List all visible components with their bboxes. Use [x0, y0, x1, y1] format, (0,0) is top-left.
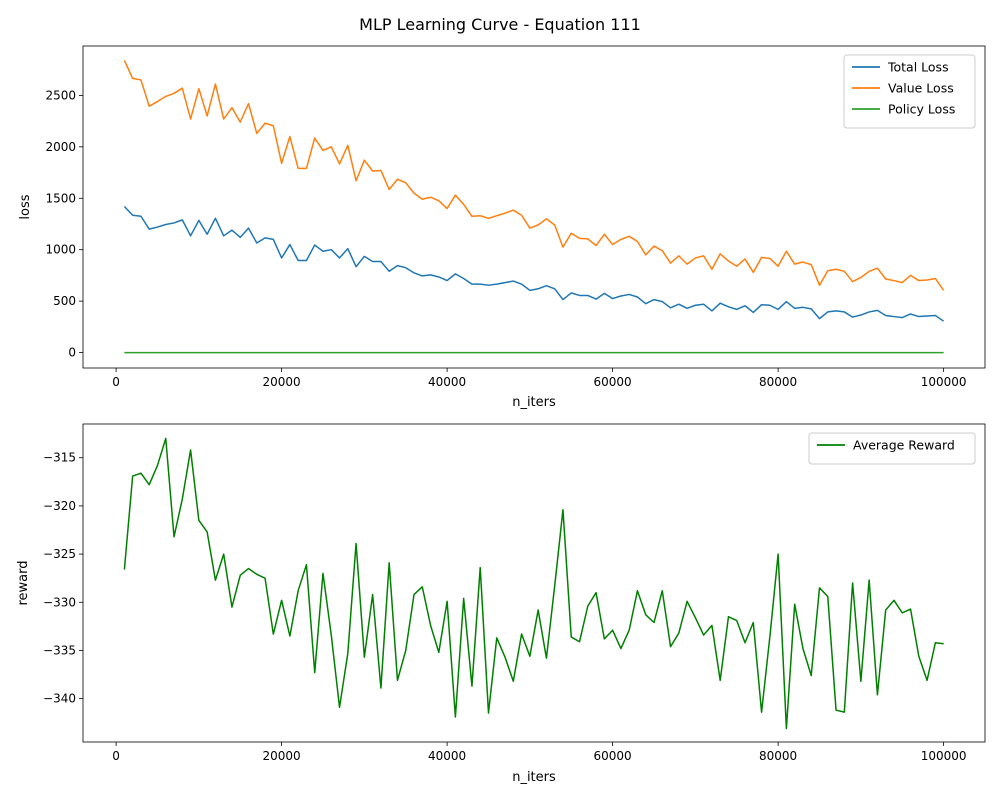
- x-tick-label-0-4: 80000: [759, 375, 797, 389]
- x-tick-label-1-2: 40000: [428, 749, 466, 763]
- y-tick-label-1-4: −335: [43, 643, 76, 657]
- x-tick-label-0-3: 60000: [594, 375, 632, 389]
- x-tick-label-1-1: 20000: [263, 749, 301, 763]
- legend-label-0-2: Policy Loss: [888, 102, 955, 117]
- plot-frame-0: [82, 45, 986, 369]
- x-tick-label-1-3: 60000: [594, 749, 632, 763]
- y-tick-label-1-2: −325: [43, 547, 76, 561]
- loss-chart: 0 20000 40000 60000 80000 100000 0 500 1000 1500 2…: [18, 45, 986, 410]
- y-axis-label-0: loss: [18, 194, 33, 219]
- y-tick-label-1-1: −320: [43, 499, 76, 513]
- y-axis-label-1: reward: [16, 560, 31, 605]
- y-tick-label-0-4: 2000: [45, 140, 76, 154]
- series-line-0-1: [123, 60, 945, 291]
- reward-chart: 0 20000 40000 60000 80000 100000 −315 −320 −325 −…: [16, 423, 986, 785]
- legend-box-1: [808, 432, 976, 465]
- x-tick-label-0-2: 40000: [428, 375, 466, 389]
- x-tick-label-0-0: 0: [112, 375, 120, 389]
- y-tick-label-0-1: 500: [53, 294, 76, 308]
- x-tick-label-1-5: 100000: [921, 749, 967, 763]
- legend-label-1-0: Average Reward: [853, 438, 955, 453]
- legend-label-0-0: Total Loss: [887, 60, 949, 75]
- plot-frame-1: [82, 423, 986, 743]
- y-tick-label-1-3: −330: [43, 595, 76, 609]
- y-tick-label-1-5: −340: [43, 692, 76, 706]
- series-line-1-0: [123, 437, 944, 730]
- x-tick-label-0-1: 20000: [263, 375, 301, 389]
- x-tick-label-1-4: 80000: [759, 749, 797, 763]
- figure-title: MLP Learning Curve - Equation 111: [359, 15, 641, 34]
- y-tick-label-0-5: 2500: [45, 88, 76, 102]
- y-tick-label-1-0: −315: [43, 451, 76, 465]
- legend-label-0-1: Value Loss: [888, 81, 954, 96]
- x-axis-label-1: n_iters: [512, 770, 556, 785]
- y-tick-label-0-3: 1500: [45, 191, 76, 205]
- x-tick-label-1-0: 0: [112, 749, 120, 763]
- y-tick-label-0-2: 1000: [45, 243, 76, 257]
- x-tick-label-0-5: 100000: [921, 375, 967, 389]
- y-tick-label-0-0: 0: [68, 346, 76, 360]
- series-line-0-0: [123, 205, 945, 322]
- x-axis-label-0: n_iters: [512, 395, 556, 410]
